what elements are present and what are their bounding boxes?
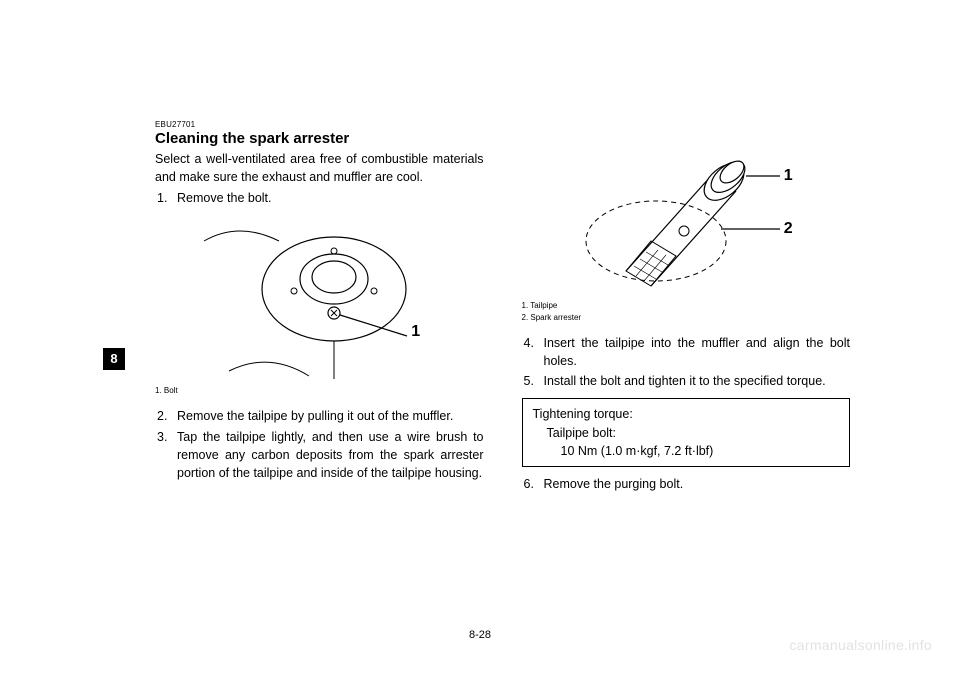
watermark: carmanualsonline.info — [790, 637, 933, 653]
document-id: EBU27701 — [155, 120, 484, 129]
figure-1: 1 — [189, 211, 449, 381]
chapter-tab: 8 — [103, 348, 125, 370]
torque-spec-box: Tightening torque: Tailpipe bolt: 10 Nm … — [522, 398, 851, 466]
figure-2: 1 2 — [556, 126, 816, 296]
callout-1: 1 — [411, 323, 420, 341]
legend-line: 2. Spark arrester — [522, 312, 851, 324]
figure-2-illustration: 1 2 — [556, 126, 816, 296]
step-item: Remove the purging bolt. — [522, 475, 851, 493]
intro-paragraph: Select a well-ventilated area free of co… — [155, 150, 484, 186]
right-column: 1 2 1. Tailpipe 2. Spark arrester Insert… — [522, 120, 851, 495]
step-item: Remove the bolt. — [155, 189, 484, 207]
two-column-layout: EBU27701 Cleaning the spark arrester Sel… — [155, 120, 850, 495]
step-item: Install the bolt and tighten it to the s… — [522, 372, 851, 390]
torque-value: 10 Nm (1.0 m·kgf, 7.2 ft·lbf) — [533, 442, 840, 460]
section-heading: Cleaning the spark arrester — [155, 130, 484, 147]
step-list-2: Remove the tailpipe by pulling it out of… — [155, 407, 484, 482]
legend-line: 1. Tailpipe — [522, 300, 851, 312]
figure-1-legend: 1. Bolt — [155, 385, 484, 397]
left-column: EBU27701 Cleaning the spark arrester Sel… — [155, 120, 484, 495]
torque-item: Tailpipe bolt: — [533, 424, 840, 442]
torque-label: Tightening torque: — [533, 405, 840, 423]
figure-1-illustration: 1 — [189, 211, 449, 381]
figure-2-legend: 1. Tailpipe 2. Spark arrester — [522, 300, 851, 324]
step-item: Tap the tailpipe lightly, and then use a… — [155, 428, 484, 482]
callout-1: 1 — [784, 167, 793, 185]
step-item: Remove the tailpipe by pulling it out of… — [155, 407, 484, 425]
muffler-bolt-illustration — [189, 211, 449, 381]
callout-2: 2 — [784, 220, 793, 238]
step-list-3: Insert the tailpipe into the muffler and… — [522, 334, 851, 390]
step-item: Insert the tailpipe into the muffler and… — [522, 334, 851, 370]
step-list-4: Remove the purging bolt. — [522, 475, 851, 493]
manual-page: 8 EBU27701 Cleaning the spark arrester S… — [0, 0, 960, 679]
tailpipe-spark-arrester-illustration — [556, 126, 816, 296]
step-list-1: Remove the bolt. — [155, 189, 484, 207]
